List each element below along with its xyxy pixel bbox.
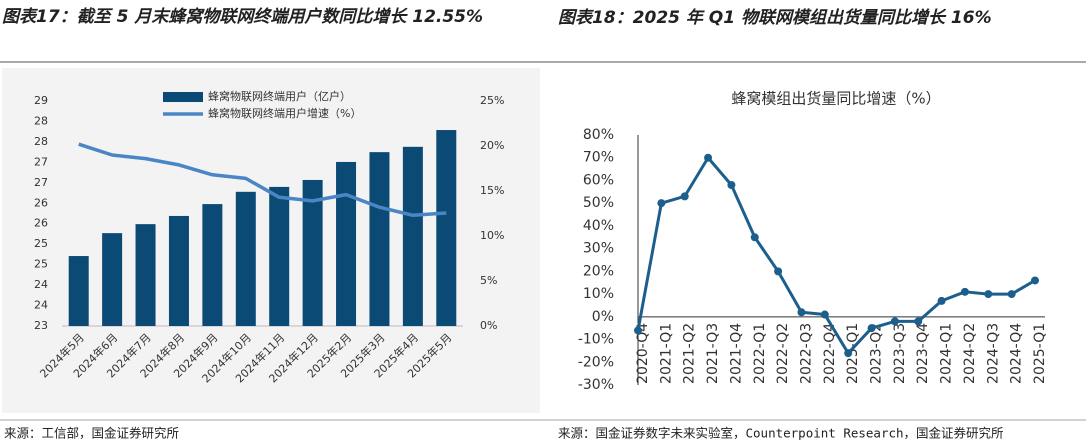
- x-tick-label: 2021-Q2: [682, 323, 698, 384]
- chart-title: 蜂窝模组出货量同比增速（%）: [731, 90, 940, 108]
- y-tick-label: 24: [34, 299, 48, 312]
- marker: [890, 317, 899, 326]
- bar: [168, 215, 189, 326]
- bar: [302, 179, 323, 326]
- y2-tick-label: 0%: [480, 319, 497, 332]
- figure-title: 图表17：截至 5 月末蜂窝物联网终端用户数同比增长 12.55%: [2, 7, 484, 27]
- y2-tick-label: 20%: [480, 139, 504, 152]
- x-tick-label: 2022-Q2: [775, 323, 791, 384]
- y-tick-label: 26: [34, 196, 48, 209]
- x-tick-label: 2022-Q1: [752, 323, 768, 384]
- y-tick-label: 0%: [592, 309, 614, 325]
- legend-label: 蜂窝物联网终端用户增速（%）: [208, 106, 361, 120]
- marker: [634, 326, 642, 335]
- bar: [369, 152, 390, 326]
- y-tick-label: 25: [34, 237, 48, 250]
- y-tick-label: 24: [34, 278, 48, 291]
- y-tick-label: -20%: [578, 354, 614, 370]
- line: [78, 142, 447, 218]
- marker: [774, 267, 783, 276]
- figure-title: 图表18：2025 年 Q1 物联网模组出货量同比增长 16%: [558, 8, 992, 28]
- bar: [235, 191, 256, 326]
- marker: [984, 290, 993, 299]
- bar: [202, 204, 223, 326]
- x-tick-label: 2025-Q1: [1032, 323, 1048, 384]
- marker: [704, 153, 713, 162]
- x-tick-label: 2021-Q1: [658, 323, 674, 384]
- source: 来源：国金证券数字未来实验室，Counterpoint Research，国金证…: [558, 426, 1004, 441]
- marker: [867, 324, 876, 333]
- y2-tick-label: 5%: [480, 274, 497, 287]
- y2-tick-label: 15%: [480, 184, 504, 197]
- x-tick-label: 2021-Q4: [728, 323, 744, 384]
- y-tick-label: 27: [34, 176, 48, 189]
- y-tick-label: 70%: [583, 150, 614, 166]
- y-tick-label: 28: [34, 135, 48, 148]
- bar: [436, 130, 457, 326]
- marker: [1007, 290, 1016, 299]
- x-tick-label: 2023-Q4: [915, 323, 931, 384]
- x-tick-label: 2020-Q4: [635, 323, 651, 384]
- bar: [68, 256, 89, 326]
- x-tick-label: 2022-Q4: [822, 323, 838, 384]
- y-tick-label: 40%: [583, 218, 614, 234]
- y-tick-label: 29: [34, 94, 48, 107]
- marker: [750, 233, 759, 242]
- bar: [135, 224, 156, 326]
- y-tick-label: 30%: [583, 241, 614, 257]
- x-tick-label: 2024-Q3: [985, 323, 1001, 384]
- x-tick-label: 2024-Q2: [962, 323, 978, 384]
- y-tick-label: 23: [34, 319, 48, 332]
- source: 来源：工信部，国金证券研究所: [4, 426, 179, 441]
- y2-tick-label: 25%: [480, 94, 504, 107]
- y-tick-label: 27: [34, 155, 48, 168]
- marker: [937, 296, 946, 305]
- marker: [680, 192, 689, 201]
- y-tick-label: -30%: [578, 377, 614, 393]
- y-tick-label: 25: [34, 258, 48, 271]
- y-tick-label: 28: [34, 114, 48, 127]
- marker: [797, 308, 806, 317]
- marker: [914, 317, 923, 326]
- x-tick-label: 2021-Q3: [705, 323, 721, 384]
- legend-label: 蜂窝物联网终端用户（亿户）: [208, 89, 351, 103]
- x-tick-label: 2023-Q2: [869, 323, 885, 384]
- marker: [727, 181, 736, 189]
- y-tick-label: -10%: [578, 332, 614, 348]
- y-tick-label: 50%: [583, 195, 614, 211]
- legend-swatch: [163, 92, 203, 102]
- bar: [336, 161, 357, 326]
- y2-tick-label: 10%: [480, 229, 504, 242]
- bar: [269, 186, 290, 326]
- x-tick-label: 2022-Q3: [798, 323, 814, 384]
- x-tick-label: 2024-Q4: [1009, 323, 1025, 384]
- y-tick-label: 60%: [583, 172, 614, 188]
- bar: [402, 146, 423, 326]
- marker: [820, 310, 829, 319]
- y-tick-label: 26: [34, 217, 48, 230]
- x-tick-label: 2023-Q1: [845, 323, 861, 384]
- figure-title-box: 图表17：截至 5 月末蜂窝物联网终端用户数同比增长 12.55%: [2, 7, 484, 27]
- y-tick-label: 10%: [583, 286, 614, 302]
- bar: [102, 233, 123, 326]
- marker: [657, 199, 666, 208]
- y-tick-label: 20%: [583, 263, 614, 279]
- marker: [844, 349, 853, 358]
- marker: [1031, 276, 1039, 285]
- x-tick-label: 2023-Q3: [892, 323, 908, 384]
- x-tick-label: 2024-Q1: [939, 323, 955, 384]
- y-tick-label: 80%: [583, 127, 614, 143]
- marker: [960, 287, 969, 296]
